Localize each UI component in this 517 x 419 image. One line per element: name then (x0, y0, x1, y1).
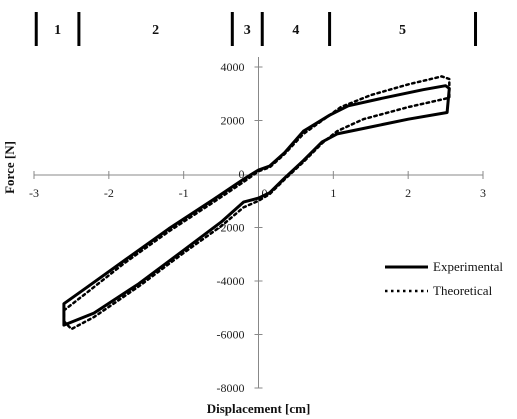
series-line-theoretical (62, 75, 451, 331)
y-axis-label: Force [N] (2, 141, 17, 194)
region-label: 4 (292, 23, 299, 38)
region-label: 1 (54, 23, 61, 38)
legend: Experimental Theoretical (385, 259, 503, 298)
legend-label-experimental: Experimental (433, 259, 503, 274)
region-label: 2 (152, 23, 159, 38)
x-tick-label: 3 (480, 186, 486, 200)
region-label: 3 (244, 23, 251, 38)
series-lines (62, 75, 451, 331)
x-axis-label: Displacement [cm] (207, 401, 311, 416)
x-tick-label: 2 (405, 186, 411, 200)
legend-label-theoretical: Theoretical (433, 283, 493, 298)
y-tick-label: -6000 (217, 328, 245, 342)
region-markers: 1 2 3 4 5 (34, 12, 478, 46)
y-tick-label: -8000 (217, 381, 245, 395)
x-tick-label: -2 (104, 186, 114, 200)
y-tick-label: 2000 (221, 114, 245, 128)
region-label: 5 (399, 23, 406, 38)
y-tick-label: -4000 (217, 274, 245, 288)
x-tick-label: -1 (179, 186, 189, 200)
y-tick-label: 0 (239, 167, 245, 181)
series-line-experimental (62, 84, 451, 327)
axes: -3 -2 -1 0 1 2 3 -8000 -6000 -4000 -2000 2000 4000 0 (29, 57, 486, 395)
x-tick-label: 0 (262, 186, 268, 200)
x-tick-label: 1 (330, 186, 336, 200)
y-tick-label: 4000 (221, 60, 245, 74)
x-tick-label: -3 (29, 186, 39, 200)
y-tick-label: -2000 (217, 221, 245, 235)
